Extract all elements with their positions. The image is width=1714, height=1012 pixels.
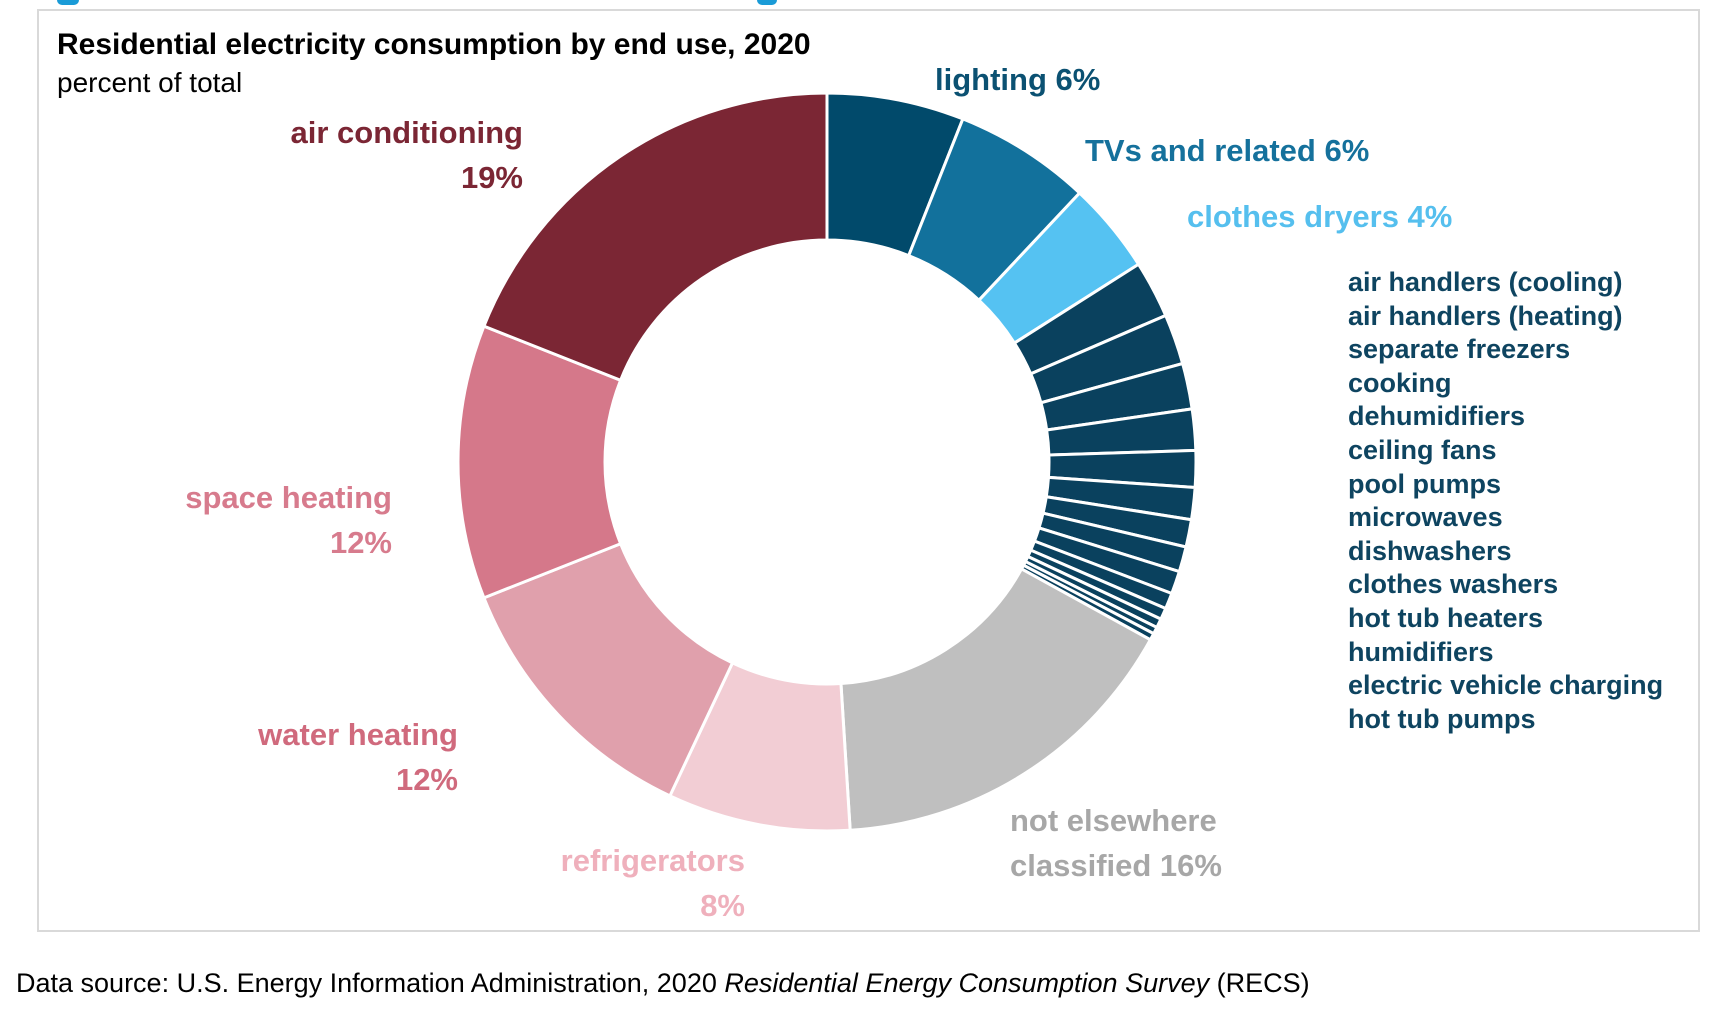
label-line: TVs and related 6% (1085, 133, 1370, 168)
legend-item: electric vehicle charging (1348, 670, 1664, 701)
source-text: (RECS) (1209, 968, 1310, 998)
source-text: Data source: U.S. Energy Information Adm… (16, 968, 725, 998)
label-clothes-dryers: clothes dryers 4% (1187, 194, 1452, 239)
legend-item: dishwashers (1348, 535, 1512, 566)
legend-item: hot tub pumps (1348, 703, 1536, 734)
label-line: air conditioning (290, 115, 524, 150)
legend-item: air handlers (heating) (1348, 300, 1623, 331)
chart-title: Residential electricity consumption by e… (57, 28, 811, 61)
label-water-heating: water heating 12% (258, 712, 458, 802)
legend-item: pool pumps (1348, 468, 1501, 499)
label-line: 8% (700, 888, 745, 923)
source-survey-name: Residential Energy Consumption Survey (724, 968, 1210, 998)
label-refrigerators: refrigerators 8% (561, 838, 745, 928)
label-air-conditioning: air conditioning 19% (291, 110, 524, 200)
label-tvs-and-related: TVs and related 6% (1085, 128, 1369, 173)
legend-item: air handlers (cooling) (1348, 267, 1623, 297)
legend-item: cooking (1348, 367, 1452, 398)
slice-not-elsewhere-classified (839, 566, 1153, 832)
legend-item: dehumidifiers (1348, 401, 1526, 432)
label-line: refrigerators (560, 843, 745, 878)
legend-item: clothes washers (1348, 569, 1559, 600)
legend-item: separate freezers (1348, 334, 1571, 365)
legend-item: microwaves (1348, 502, 1503, 533)
cropped-link-text-fragment (57, 0, 79, 5)
legend-item: hot tub heaters (1348, 602, 1544, 633)
legend-item: ceiling fans (1348, 434, 1497, 465)
data-source: Data source: U.S. Energy Information Adm… (16, 968, 1310, 999)
label-lighting: lighting 6% (935, 57, 1100, 102)
label-line: 12% (395, 762, 458, 797)
label-line: space heating (185, 480, 392, 515)
label-space-heating: space heating 12% (185, 475, 392, 565)
label-line: 19% (460, 160, 523, 195)
label-line: clothes dryers 4% (1187, 199, 1453, 234)
label-not-elsewhere-classified: not elsewhere classified 16% (1010, 798, 1222, 888)
label-line: 12% (329, 525, 392, 560)
chart-subtitle: percent of total (57, 67, 243, 98)
label-line: water heating (258, 717, 458, 752)
slice-air-conditioning (481, 91, 829, 383)
legend-item: humidifiers (1348, 636, 1494, 667)
label-line: not elsewhere (1010, 803, 1217, 838)
label-line: lighting 6% (935, 62, 1101, 97)
label-line: classified 16% (1010, 848, 1222, 883)
cropped-link-text-fragment (757, 0, 777, 5)
small-slices-legend: air handlers (cooling) air handlers (heat… (1348, 266, 1663, 736)
